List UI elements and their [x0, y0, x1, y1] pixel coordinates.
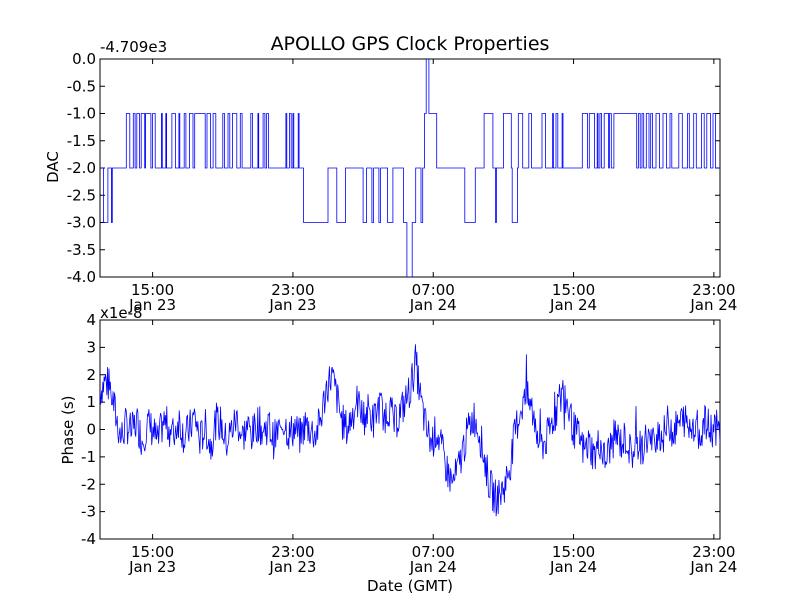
phase-xtick-date-label: Jan 24 [549, 558, 597, 576]
phase-xtick-date-label: Jan 24 [689, 558, 737, 576]
phase-ytick-label: -3 [81, 503, 96, 521]
dac-xtick-date-label: Jan 24 [409, 296, 457, 314]
dac-ytick-label: -0.5 [67, 77, 96, 95]
phase-xtick-time-label: 23:00 [692, 543, 735, 561]
dac-ytick-label: -4.0 [67, 268, 96, 286]
phase-xtick-time-label: 23:00 [271, 543, 314, 561]
phase-ytick-label: 4 [86, 311, 96, 329]
phase-ytick-label: 0 [86, 421, 96, 439]
dac-xtick-time-label: 23:00 [271, 281, 314, 299]
phase-offset-label: x1e-8 [100, 304, 143, 322]
phase-xtick-date-label: Jan 23 [128, 558, 176, 576]
dac-xtick-time-label: 15:00 [552, 281, 595, 299]
dac-xtick-date-label: Jan 24 [549, 296, 597, 314]
phase-ytick-label: 1 [86, 393, 96, 411]
dac-xtick-time-label: 15:00 [131, 281, 174, 299]
dac-ylabel: DAC [44, 151, 62, 183]
dac-ytick-label: -2.0 [67, 159, 96, 177]
phase-xtick-time-label: 07:00 [412, 543, 455, 561]
dac-xtick-time-label: 07:00 [412, 281, 455, 299]
dac-ytick-label: -2.5 [67, 186, 96, 204]
chart-title: APOLLO GPS Clock Properties [271, 33, 550, 55]
dac-ytick-label: -3.5 [67, 241, 96, 259]
phase-series-line [100, 344, 720, 517]
phase-ytick-label: -4 [81, 530, 96, 548]
date-xlabel: Date (GMT) [367, 577, 453, 595]
dac-xtick-time-label: 23:00 [692, 281, 735, 299]
phase-xtick-date-label: Jan 23 [268, 558, 316, 576]
dac-ytick-label: 0.0 [72, 50, 96, 68]
dac-ytick-label: -1.5 [67, 132, 96, 150]
phase-ylabel: Phase (s) [59, 395, 77, 464]
dac-xtick-date-label: Jan 23 [128, 296, 176, 314]
dac-plot-area: 0.0 -0.5 -1.0 -1.5 -2.0 -2.5 -3.0 -3.5 -4.0 15:00… [67, 50, 738, 314]
phase-xtick-time-label: 15:00 [552, 543, 595, 561]
phase-xtick-time-label: 15:00 [131, 543, 174, 561]
dac-ytick-label: -1.0 [67, 105, 96, 123]
phase-ytick-label: 3 [86, 338, 96, 356]
dac-xtick-date-label: Jan 24 [689, 296, 737, 314]
phase-ytick-label: -2 [81, 475, 96, 493]
phase-xtick-date-label: Jan 24 [409, 558, 457, 576]
dac-offset-label: -4.709e3 [100, 38, 167, 56]
dac-ytick-label: -3.0 [67, 214, 96, 232]
dac-series-line [100, 59, 720, 277]
phase-ytick-label: 2 [86, 366, 96, 384]
dac-xtick-date-label: Jan 23 [268, 296, 316, 314]
phase-ytick-label: -1 [81, 448, 96, 466]
